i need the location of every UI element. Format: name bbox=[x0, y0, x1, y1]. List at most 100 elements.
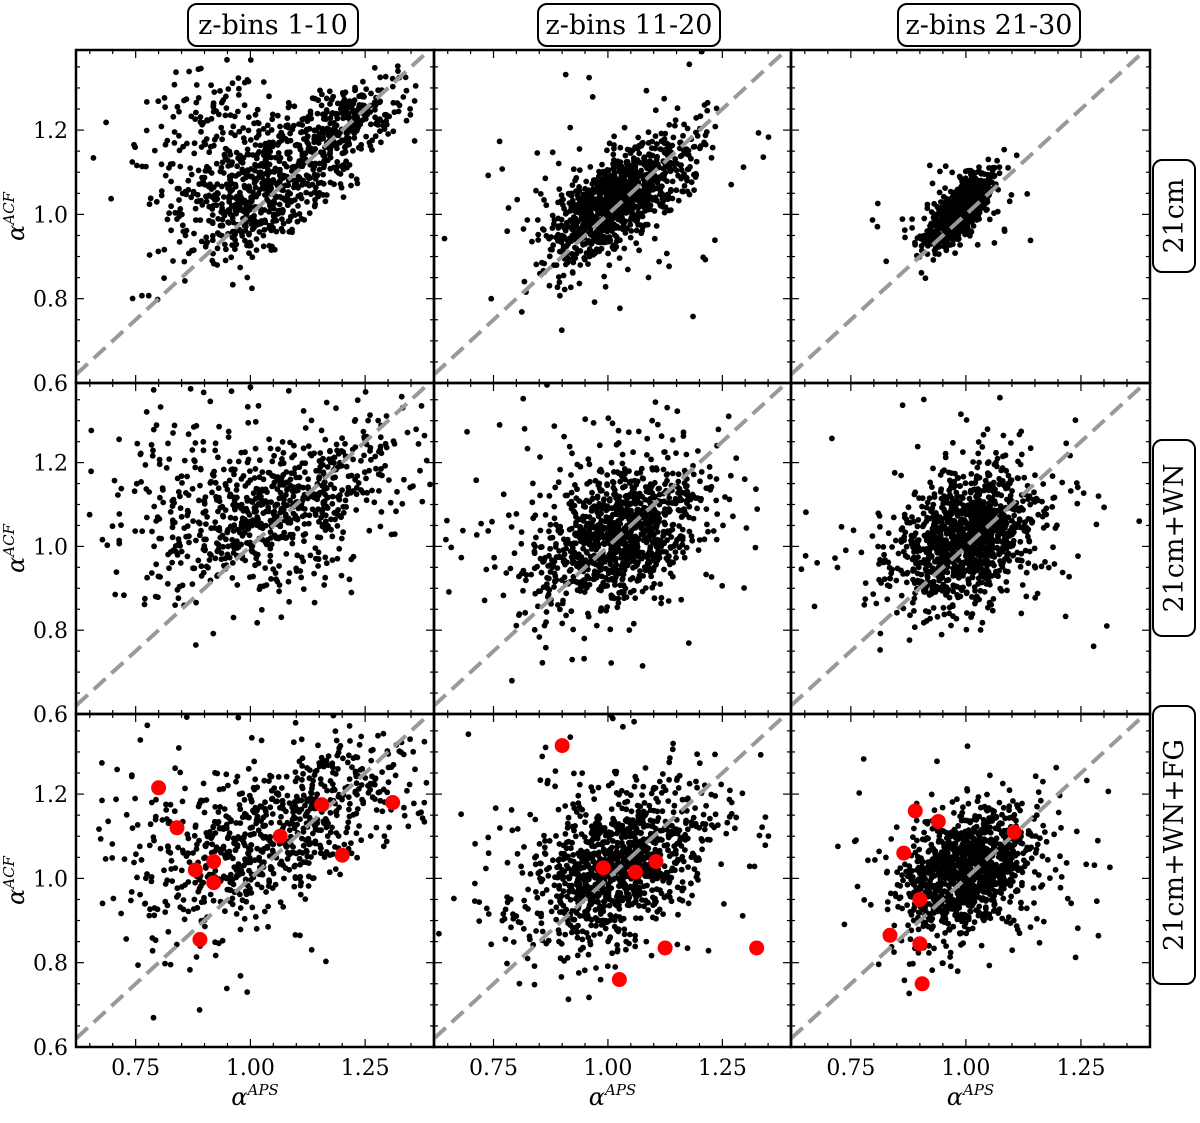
data-point bbox=[313, 184, 319, 191]
data-point bbox=[989, 171, 995, 178]
data-point bbox=[608, 660, 615, 666]
data-point bbox=[240, 135, 247, 142]
row-title-1: 21cm bbox=[1152, 159, 1196, 273]
data-point bbox=[417, 467, 423, 474]
data-point bbox=[247, 574, 253, 580]
data-point bbox=[104, 542, 111, 549]
data-point bbox=[318, 460, 325, 467]
data-point bbox=[202, 181, 208, 188]
data-point bbox=[147, 195, 154, 202]
data-point bbox=[177, 163, 184, 170]
data-point bbox=[311, 599, 318, 606]
data-point bbox=[996, 170, 1003, 177]
data-point bbox=[350, 456, 356, 463]
data-point bbox=[116, 511, 123, 517]
data-point bbox=[637, 500, 644, 507]
data-point bbox=[173, 69, 179, 76]
data-point bbox=[942, 163, 949, 170]
data-point bbox=[531, 541, 537, 548]
data-point bbox=[382, 73, 389, 80]
data-point bbox=[234, 163, 241, 170]
data-point bbox=[695, 448, 701, 454]
data-point bbox=[227, 514, 234, 521]
data-point bbox=[563, 540, 570, 547]
data-point bbox=[208, 115, 215, 122]
data-point bbox=[715, 426, 722, 433]
data-point bbox=[706, 464, 713, 470]
data-point bbox=[208, 82, 215, 89]
data-point bbox=[522, 609, 529, 616]
data-point bbox=[353, 176, 360, 183]
data-point bbox=[376, 488, 382, 494]
data-point bbox=[253, 508, 260, 515]
data-point bbox=[418, 403, 425, 409]
data-point bbox=[246, 532, 253, 539]
data-point bbox=[245, 127, 252, 134]
data-point bbox=[446, 589, 452, 595]
data-point bbox=[666, 495, 673, 501]
data-point bbox=[151, 543, 158, 550]
data-point bbox=[235, 502, 242, 509]
column-title-box bbox=[897, 3, 1081, 47]
data-point bbox=[654, 141, 660, 147]
data-point bbox=[145, 292, 152, 299]
data-point bbox=[934, 226, 940, 233]
data-point bbox=[963, 228, 969, 235]
data-point bbox=[209, 212, 216, 218]
data-point bbox=[223, 536, 229, 543]
data-point bbox=[549, 212, 556, 219]
data-point bbox=[619, 460, 626, 467]
data-point bbox=[230, 528, 237, 534]
data-point bbox=[645, 274, 652, 281]
data-point bbox=[340, 194, 347, 201]
data-point bbox=[315, 563, 321, 569]
data-point bbox=[322, 436, 329, 443]
data-point bbox=[274, 477, 280, 484]
data-point bbox=[537, 191, 544, 197]
data-point bbox=[320, 171, 326, 178]
data-point bbox=[543, 609, 550, 615]
data-point bbox=[322, 113, 328, 119]
data-point bbox=[238, 522, 245, 529]
data-point bbox=[952, 201, 958, 208]
data-point bbox=[704, 107, 711, 114]
column-title-box bbox=[187, 3, 359, 47]
data-point bbox=[187, 165, 194, 172]
data-point bbox=[926, 162, 933, 169]
data-point bbox=[686, 61, 693, 68]
data-point bbox=[285, 99, 292, 106]
data-point bbox=[261, 207, 268, 213]
data-point bbox=[664, 178, 670, 185]
data-point bbox=[238, 541, 245, 548]
data-point bbox=[725, 413, 732, 420]
data-point bbox=[613, 233, 620, 240]
data-point bbox=[350, 553, 357, 560]
data-point bbox=[585, 250, 592, 257]
data-point bbox=[708, 154, 715, 161]
data-point bbox=[155, 573, 162, 580]
data-point bbox=[520, 395, 527, 402]
data-point bbox=[169, 534, 176, 541]
data-point bbox=[654, 179, 661, 186]
data-point bbox=[665, 500, 672, 506]
data-point bbox=[927, 233, 934, 240]
data-point bbox=[669, 195, 676, 202]
data-point bbox=[260, 243, 267, 250]
data-point bbox=[566, 200, 573, 207]
data-point bbox=[653, 159, 659, 166]
panel-ticks bbox=[76, 383, 435, 714]
data-point bbox=[552, 544, 559, 550]
data-point bbox=[317, 534, 324, 541]
data-point bbox=[242, 449, 248, 456]
data-point bbox=[171, 140, 178, 146]
data-point bbox=[277, 177, 283, 184]
data-point bbox=[485, 172, 492, 179]
data-point bbox=[612, 582, 618, 588]
data-point bbox=[661, 95, 668, 102]
data-point bbox=[727, 472, 734, 479]
data-point bbox=[217, 88, 223, 94]
data-point bbox=[346, 98, 353, 104]
data-point bbox=[654, 529, 661, 535]
data-point bbox=[174, 552, 181, 558]
data-point bbox=[302, 469, 308, 476]
